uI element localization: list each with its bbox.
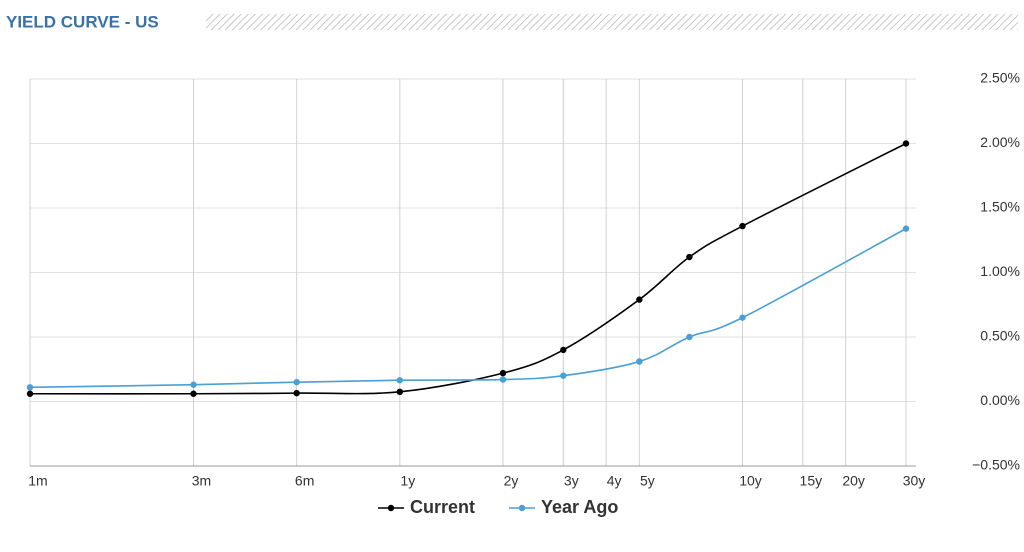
x-tick-label: 3y <box>564 473 579 489</box>
x-tick-label: 2y <box>504 473 519 489</box>
title-hatch <box>206 14 1018 30</box>
y-tick-label: 1.00% <box>980 263 1020 279</box>
y-tick-label: 0.50% <box>980 328 1020 344</box>
data-point <box>396 388 404 396</box>
data-point <box>190 390 197 397</box>
x-tick-label: 1y <box>400 473 415 489</box>
legend-marker <box>518 504 526 512</box>
legend-label: Current <box>410 497 475 517</box>
data-point <box>26 384 34 391</box>
y-tick-label: 2.00% <box>980 134 1020 150</box>
data-point <box>499 376 507 383</box>
data-point <box>739 222 746 230</box>
x-tick-label: 20y <box>842 473 865 489</box>
x-tick-label: 1m <box>28 473 47 489</box>
y-tick-label: 2.50% <box>980 70 1020 86</box>
x-tick-label: 10y <box>739 473 762 489</box>
data-point <box>396 377 404 384</box>
data-point <box>499 369 507 377</box>
data-point <box>293 389 300 397</box>
data-point <box>26 390 34 397</box>
y-tick-label: 1.50% <box>980 199 1020 215</box>
data-point <box>560 372 567 379</box>
data-point <box>902 140 910 147</box>
data-point <box>686 253 693 261</box>
x-tick-label: 3m <box>192 473 211 489</box>
x-tick-label: 30y <box>903 473 926 489</box>
data-point <box>190 381 197 388</box>
data-point <box>636 296 643 303</box>
y-tick-label: 0.00% <box>980 392 1020 408</box>
legend-marker <box>387 504 395 512</box>
chart-title: YIELD CURVE - US <box>6 12 159 31</box>
series-line <box>29 227 907 389</box>
x-tick-label: 6m <box>295 473 314 489</box>
y-tick-label: −0.50% <box>972 457 1020 473</box>
data-point <box>902 225 910 232</box>
data-point <box>686 333 693 341</box>
x-tick-label: 4y <box>607 473 622 489</box>
data-point <box>636 358 643 365</box>
legend-label: Year Ago <box>541 497 618 517</box>
x-tick-label: 15y <box>800 473 823 489</box>
data-point <box>293 378 300 386</box>
data-point <box>739 314 746 321</box>
data-point <box>560 346 567 354</box>
series-line <box>29 142 907 395</box>
x-tick-label: 5y <box>640 473 655 489</box>
